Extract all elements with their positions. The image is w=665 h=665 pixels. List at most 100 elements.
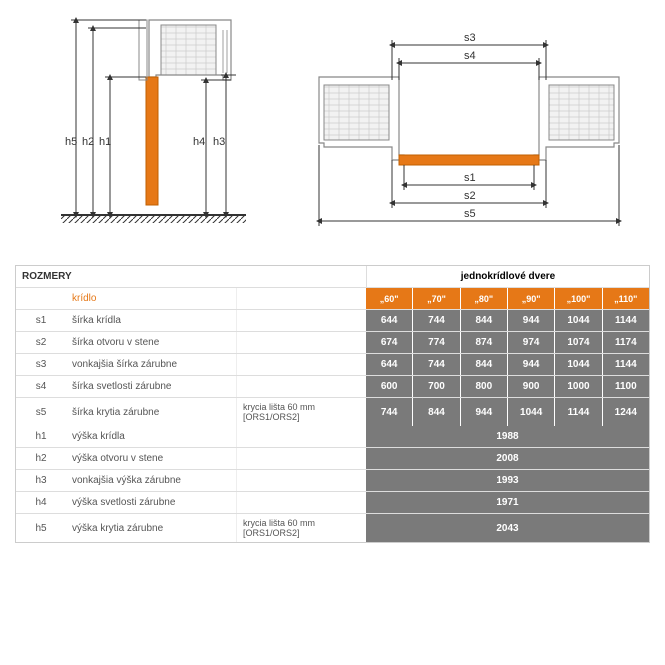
value-cell: 644 (366, 354, 413, 375)
row-note (236, 470, 366, 491)
value-cell: 1971 (366, 492, 649, 513)
table-row: h1výška krídla 1988 (16, 426, 649, 448)
value-cell: 744 (366, 398, 413, 426)
row-note (236, 332, 366, 353)
value-cell: 2043 (366, 514, 649, 542)
dim-h2: h2 (82, 136, 94, 148)
sizes-header: „60"„70"„80"„90"„100"„110" (366, 288, 649, 309)
value-cell: 700 (413, 376, 460, 397)
dim-s5: s5 (464, 208, 476, 220)
value-cell: 1100 (603, 376, 649, 397)
row-id: s3 (16, 354, 66, 375)
dim-s2: s2 (464, 190, 476, 202)
row-id: h5 (16, 514, 66, 542)
row-note (236, 310, 366, 331)
dim-s4: s4 (464, 50, 476, 62)
value-cell: 1144 (603, 310, 649, 331)
row-label: šírka krytia zárubne (66, 398, 236, 426)
size-header-cell: „90" (508, 288, 555, 309)
value-cell: 774 (413, 332, 460, 353)
diagrams-area: h5 h2 h1 h4 h3 (15, 15, 650, 245)
value-cell: 674 (366, 332, 413, 353)
row-label: výška krytia zárubne (66, 514, 236, 542)
value-cell: 1144 (603, 354, 649, 375)
row-label: výška krídla (66, 426, 236, 447)
row-label: šírka krídla (66, 310, 236, 331)
value-cell: 600 (366, 376, 413, 397)
table-sizes-row: krídlo „60"„70"„80"„90"„100"„110" (16, 288, 649, 310)
row-label: vonkajšia výška zárubne (66, 470, 236, 491)
value-cell: 944 (508, 310, 555, 331)
value-cell: 1044 (555, 354, 602, 375)
row-note: krycia lišta 60 mm [ORS1/ORS2] (236, 398, 366, 426)
value-cell: 1044 (508, 398, 555, 426)
table-row: s4šírka svetlosti zárubne 600700800900100… (16, 376, 649, 398)
value-cell: 1988 (366, 426, 649, 447)
size-header-cell: „80" (461, 288, 508, 309)
table-row: s2šírka otvoru v stene 674774874974107411… (16, 332, 649, 354)
value-cell: 2008 (366, 448, 649, 469)
table-header-row: ROZMERY jednokrídlové dvere (16, 266, 649, 288)
row-id: h3 (16, 470, 66, 491)
row-note (236, 376, 366, 397)
table-row: h2výška otvoru v stene 2008 (16, 448, 649, 470)
table-row: s1šírka krídla 64474484494410441144 (16, 310, 649, 332)
header-right: jednokrídlové dvere (366, 266, 649, 287)
value-cell: 1000 (555, 376, 602, 397)
row-id: h2 (16, 448, 66, 469)
row-id: s2 (16, 332, 66, 353)
row-label: šírka otvoru v stene (66, 332, 236, 353)
diagram-horizontal-section: s3 s4 s1 s2 s5 (304, 15, 634, 245)
row-id: h4 (16, 492, 66, 513)
value-cell: 800 (461, 376, 508, 397)
row-note (236, 426, 366, 447)
row-label: výška svetlosti zárubne (66, 492, 236, 513)
row-label: vonkajšia šírka zárubne (66, 354, 236, 375)
value-cell: 974 (508, 332, 555, 353)
row-note (236, 448, 366, 469)
value-cell: 1074 (555, 332, 602, 353)
value-cell: 874 (461, 332, 508, 353)
row-id: s1 (16, 310, 66, 331)
kridlo-label: krídlo (66, 288, 236, 309)
value-cell: 744 (413, 310, 460, 331)
value-cell: 1044 (555, 310, 602, 331)
dim-h3: h3 (213, 136, 225, 148)
value-cell: 644 (366, 310, 413, 331)
value-cell: 1993 (366, 470, 649, 491)
size-header-cell: „60" (366, 288, 413, 309)
value-cell: 900 (508, 376, 555, 397)
table-row: s5šírka krytia zárubnekrycia lišta 60 mm… (16, 398, 649, 426)
table-row: h5výška krytia zárubnekrycia lišta 60 mm… (16, 514, 649, 542)
size-header-cell: „100" (555, 288, 602, 309)
header-rozmery: ROZMERY (16, 266, 366, 287)
value-cell: 844 (461, 354, 508, 375)
dim-h1: h1 (99, 136, 111, 148)
value-cell: 944 (508, 354, 555, 375)
value-cell: 1144 (555, 398, 602, 426)
value-cell: 844 (461, 310, 508, 331)
row-note (236, 354, 366, 375)
value-cell: 1174 (603, 332, 649, 353)
value-cell: 844 (413, 398, 460, 426)
dim-h4: h4 (193, 136, 205, 148)
value-cell: 1244 (603, 398, 649, 426)
row-id: s4 (16, 376, 66, 397)
row-id: s5 (16, 398, 66, 426)
size-header-cell: „110" (603, 288, 649, 309)
dim-h5: h5 (65, 136, 77, 148)
row-label: výška otvoru v stene (66, 448, 236, 469)
table-row: h4výška svetlosti zárubne 1971 (16, 492, 649, 514)
table-row: h3vonkajšia výška zárubne 1993 (16, 470, 649, 492)
dimensions-table: ROZMERY jednokrídlové dvere krídlo „60"„… (15, 265, 650, 543)
value-cell: 744 (413, 354, 460, 375)
dim-s3: s3 (464, 32, 476, 44)
row-id: h1 (16, 426, 66, 447)
row-note (236, 492, 366, 513)
dim-s1: s1 (464, 172, 476, 184)
row-label: šírka svetlosti zárubne (66, 376, 236, 397)
value-cell: 944 (461, 398, 508, 426)
size-header-cell: „70" (413, 288, 460, 309)
diagram-vertical-section: h5 h2 h1 h4 h3 (31, 15, 271, 245)
table-row: s3vonkajšia šírka zárubne 644744844944104… (16, 354, 649, 376)
